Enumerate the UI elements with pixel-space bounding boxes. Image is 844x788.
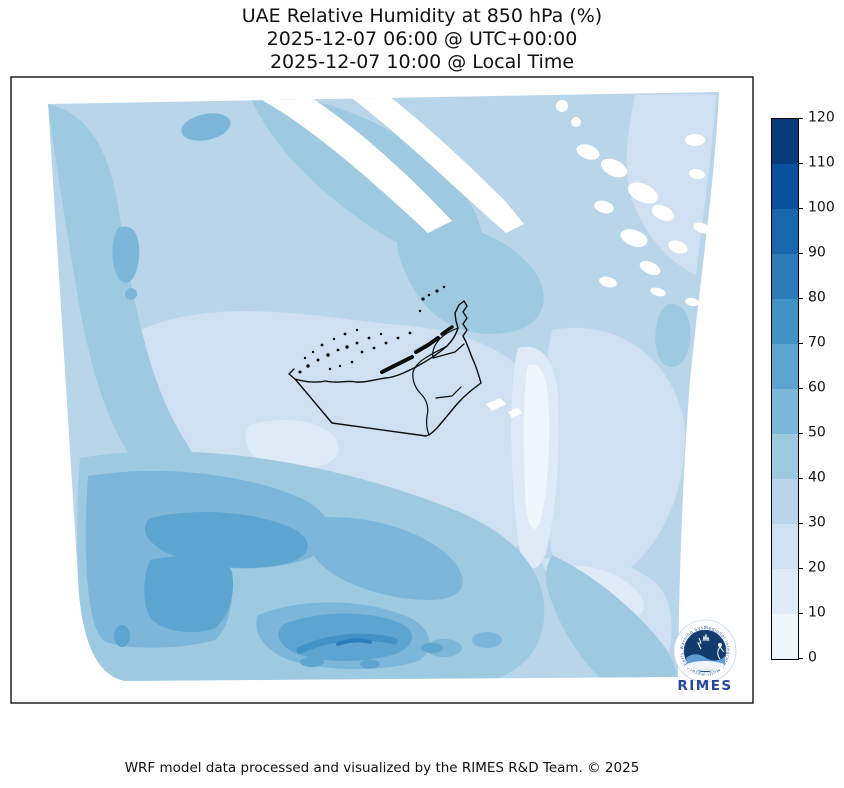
colorbar-tick (798, 658, 803, 660)
axes-spines (10, 76, 754, 704)
colorbar-tick (798, 163, 803, 165)
colorbar-tick (798, 118, 803, 120)
colorbar-band (772, 209, 798, 254)
colorbar (771, 118, 799, 660)
coastal-features (380, 355, 414, 374)
colorbar-tick (798, 433, 803, 435)
colorbar-tick-label: 10 (808, 604, 826, 621)
colorbar-band (772, 524, 798, 569)
colorbar-band (772, 164, 798, 209)
colorbar-band (772, 299, 798, 344)
colorbar-tick (798, 388, 803, 390)
humidity-contour-field (48, 92, 719, 681)
colorbar-tick-label: 20 (808, 559, 826, 576)
colorbar-tick-label: 100 (808, 199, 835, 216)
chart-subtitle-utc: 2025-12-07 06:00 @ UTC+00:00 (266, 28, 578, 50)
logo-signal-icon (702, 633, 710, 642)
colorbar-tick-label: 40 (808, 469, 826, 486)
colorbar-tick (798, 613, 803, 615)
colorbar-tick-label: 110 (808, 154, 835, 171)
inner-border (435, 386, 462, 399)
colorbar-tick-label: 50 (808, 424, 826, 441)
coastal-features (440, 325, 454, 336)
colorbar-band (772, 434, 798, 479)
colorbar-tick (798, 253, 803, 255)
footer-credit: WRF model data processed and visualized … (124, 760, 640, 776)
colorbar-band (772, 614, 798, 659)
contour-band-70-80 (296, 633, 398, 654)
title-block: UAE Relative Humidity at 850 hPa (%) 202… (0, 5, 844, 74)
colorbar-tick-label: 70 (808, 334, 826, 351)
logo-wave-white (687, 661, 724, 671)
logo-figure-body (717, 646, 725, 660)
colorbar-tick (798, 568, 803, 570)
colorbar-band (772, 119, 798, 164)
uae-boundary (288, 300, 482, 437)
inner-border (412, 345, 448, 436)
colorbar-tick (798, 343, 803, 345)
logo-seismogram-icon (697, 637, 702, 650)
colorbar-tick-label: 60 (808, 379, 826, 396)
colorbar-band (772, 254, 798, 299)
chart-title: UAE Relative Humidity at 850 hPa (%) (241, 5, 603, 27)
colorbar-tick (798, 523, 803, 525)
colorbar-tick-label: 80 (808, 289, 826, 306)
masked-terrain (232, 92, 711, 418)
colorbar-tick (798, 208, 803, 210)
colorbar-band (772, 569, 798, 614)
uae-coastline-border (288, 300, 482, 437)
colorbar-band (772, 344, 798, 389)
colorbar-band (772, 389, 798, 434)
colorbar-tick-label: 120 (808, 109, 835, 126)
islands (298, 285, 446, 374)
logo-figure-icon (718, 643, 722, 647)
logo-wordmark: RIMES (677, 678, 732, 694)
colorbar-band (772, 479, 798, 524)
colorbar-tick-label: 0 (808, 649, 817, 666)
inner-border (432, 327, 465, 359)
colorbar-tick-label: 30 (808, 514, 826, 531)
colorbar-ticks: 120 110 100 90 80 70 60 50 40 30 20 10 0 (798, 110, 844, 666)
colorbar-tick (798, 298, 803, 300)
chart-subtitle-local: 2025-12-07 10:00 @ Local Time (269, 51, 575, 73)
coastal-features (414, 336, 440, 354)
colorbar-tick (798, 478, 803, 480)
colorbar-tick-label: 90 (808, 244, 826, 261)
